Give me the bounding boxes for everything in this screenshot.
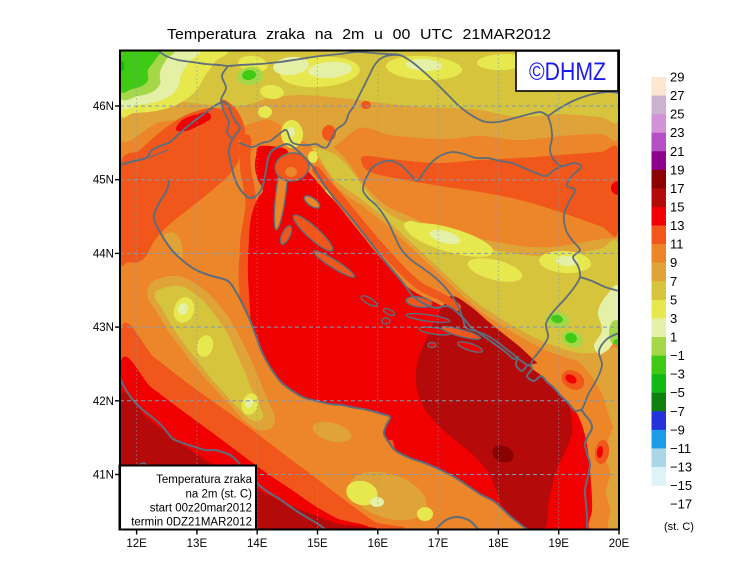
- svg-text:−9: −9: [670, 422, 685, 437]
- svg-text:43N: 43N: [93, 322, 114, 334]
- svg-text:17E: 17E: [428, 538, 449, 550]
- svg-text:na 2m (st. C): na 2m (st. C): [186, 488, 253, 500]
- svg-text:20E: 20E: [609, 538, 630, 550]
- svg-text:19E: 19E: [548, 538, 569, 550]
- svg-text:29: 29: [670, 70, 684, 85]
- svg-text:−7: −7: [670, 404, 685, 419]
- svg-text:−5: −5: [670, 385, 685, 400]
- svg-text:−1: −1: [670, 348, 685, 363]
- svg-text:−11: −11: [670, 441, 691, 456]
- svg-text:41N: 41N: [93, 470, 114, 482]
- svg-text:18E: 18E: [488, 538, 509, 550]
- svg-text:−13: −13: [670, 460, 692, 475]
- svg-text:25: 25: [670, 107, 684, 122]
- svg-text:42N: 42N: [93, 396, 114, 408]
- svg-text:termin 0DZ21MAR2012: termin 0DZ21MAR2012: [131, 517, 252, 529]
- svg-text:−15: −15: [670, 478, 692, 493]
- svg-text:−17: −17: [670, 497, 692, 512]
- svg-text:13E: 13E: [187, 538, 208, 550]
- svg-text:Temperatura zraka na 2m u 00 U: Temperatura zraka na 2m u 00 UTC 21MAR20…: [167, 26, 551, 43]
- svg-text:45N: 45N: [93, 175, 114, 187]
- svg-text:3: 3: [670, 311, 677, 326]
- svg-text:©DHMZ: ©DHMZ: [529, 58, 606, 86]
- svg-text:start 00z20mar2012: start 00z20mar2012: [150, 502, 252, 514]
- svg-text:16E: 16E: [368, 538, 389, 550]
- svg-text:7: 7: [670, 274, 677, 289]
- svg-text:17: 17: [670, 181, 684, 196]
- svg-text:Temperatura zraka: Temperatura zraka: [156, 474, 252, 486]
- svg-text:15: 15: [670, 200, 684, 215]
- svg-text:19: 19: [670, 162, 684, 177]
- svg-text:23: 23: [670, 125, 684, 140]
- svg-text:27: 27: [670, 88, 684, 103]
- svg-text:−3: −3: [670, 367, 685, 382]
- svg-text:14E: 14E: [247, 538, 268, 550]
- svg-text:11: 11: [670, 237, 684, 252]
- svg-text:9: 9: [670, 255, 677, 270]
- svg-text:12E: 12E: [126, 538, 147, 550]
- svg-text:44N: 44N: [93, 248, 114, 260]
- svg-text:46N: 46N: [93, 101, 114, 113]
- svg-text:1: 1: [670, 330, 677, 345]
- svg-text:(st. C): (st. C): [664, 521, 694, 533]
- svg-text:13: 13: [670, 218, 684, 233]
- svg-text:5: 5: [670, 292, 677, 307]
- svg-text:21: 21: [670, 144, 684, 159]
- svg-text:15E: 15E: [307, 538, 328, 550]
